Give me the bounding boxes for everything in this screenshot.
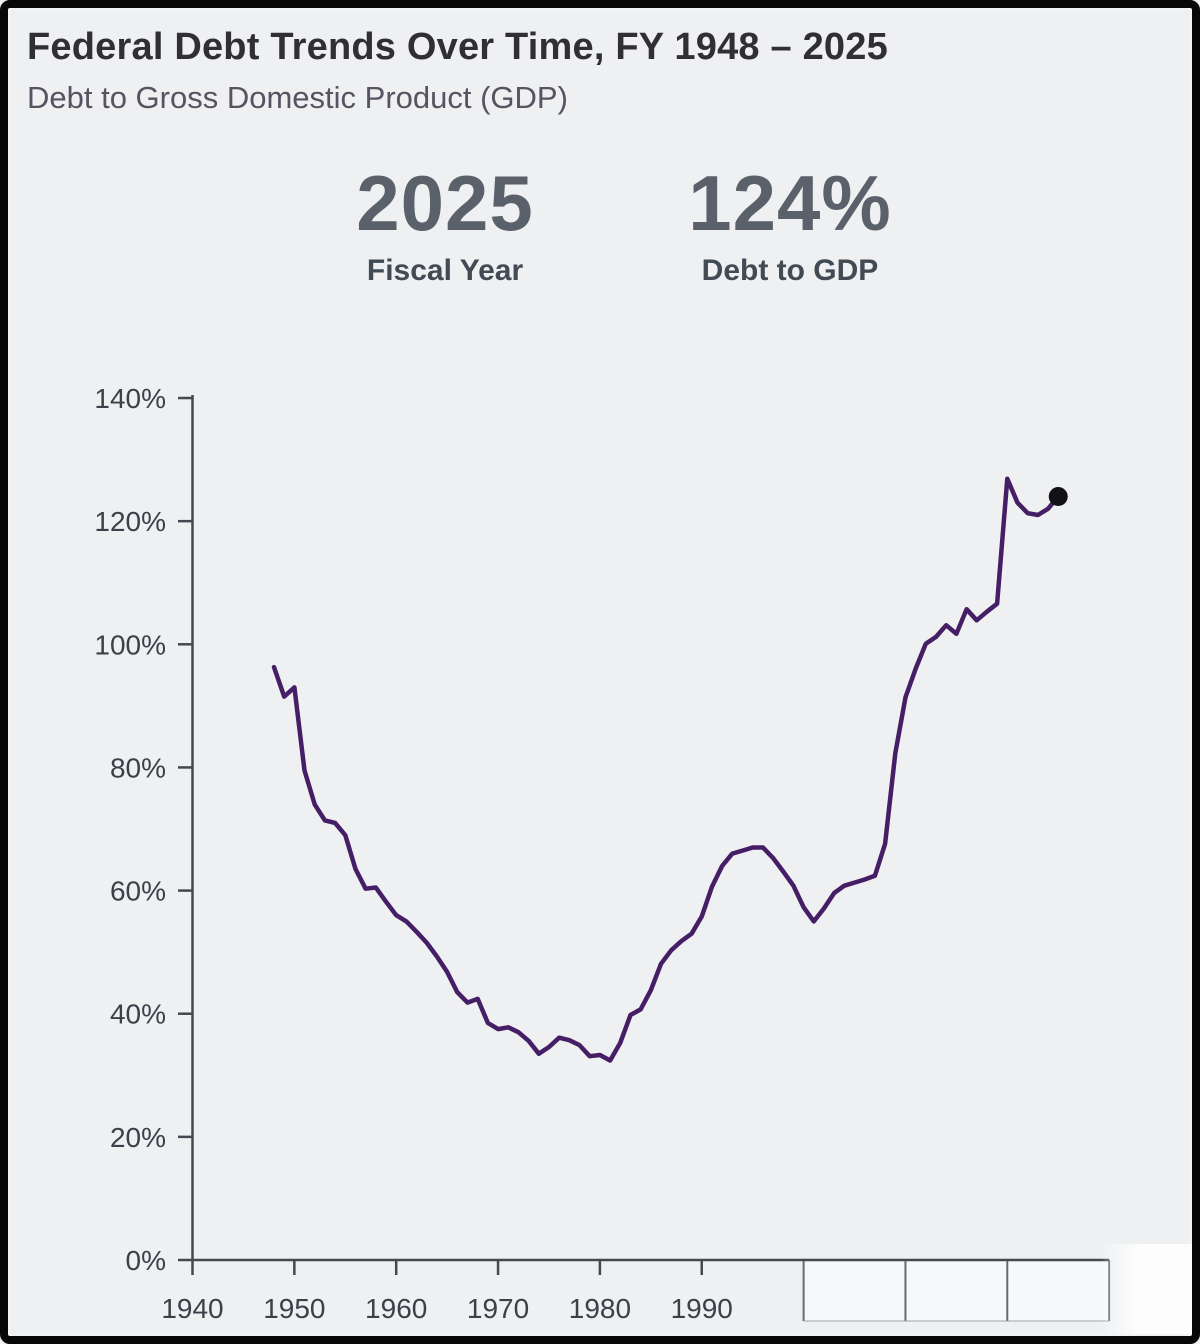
y-axis-tick-label: 80% [110, 752, 166, 783]
stat-debt-to-gdp-label: Debt to GDP [701, 254, 879, 287]
page-subtitle: Debt to Gross Domestic Product (GDP) [27, 80, 568, 115]
chart-tick-labels: 0% 20% 40% 60% 80% 100% 120% 140% 1940 1950 1960 19… [94, 383, 733, 1324]
stat-debt-to-gdp-value: 124% [688, 159, 892, 247]
x-axis-tick-label: 1990 [671, 1293, 733, 1324]
y-axis-tick-label: 40% [110, 999, 166, 1030]
chart-ticks [178, 396, 703, 1275]
x-axis-tick-label: 1940 [161, 1293, 223, 1324]
bottom-right-fade [1100, 1244, 1193, 1334]
x-axis-tick-label: 1970 [467, 1293, 529, 1324]
faded-range-boxes [802, 1260, 1111, 1322]
page-title: Federal Debt Trends Over Time, FY 1948 –… [27, 26, 888, 68]
x-axis-tick-label: 1980 [569, 1293, 631, 1324]
y-axis-tick-label: 60% [110, 876, 166, 907]
faded-box [905, 1261, 1008, 1321]
faded-box [803, 1261, 906, 1321]
debt-to-gdp-line [271, 476, 1061, 1063]
y-axis-tick-label: 120% [94, 506, 166, 537]
y-axis-tick-label: 0% [126, 1245, 166, 1276]
faded-box [1007, 1261, 1110, 1321]
chart-series [271, 476, 1068, 1063]
y-axis-tick-label: 20% [110, 1122, 166, 1153]
y-axis-tick-label: 100% [94, 629, 166, 660]
stat-fiscal-year: 2025 Fiscal Year [245, 164, 645, 288]
stat-fiscal-year-value: 2025 [356, 159, 534, 247]
stat-debt-to-gdp: 124% Debt to GDP [590, 164, 990, 288]
x-axis-tick-label: 1960 [365, 1293, 427, 1324]
chart-plot-area[interactable] [193, 395, 1108, 1262]
chart-axes [191, 395, 1110, 1262]
x-axis-tick-label: 1950 [263, 1293, 325, 1324]
y-axis-tick-label: 140% [94, 383, 166, 414]
latest-value-dot [1048, 487, 1068, 507]
stat-fiscal-year-label: Fiscal Year [366, 254, 524, 287]
